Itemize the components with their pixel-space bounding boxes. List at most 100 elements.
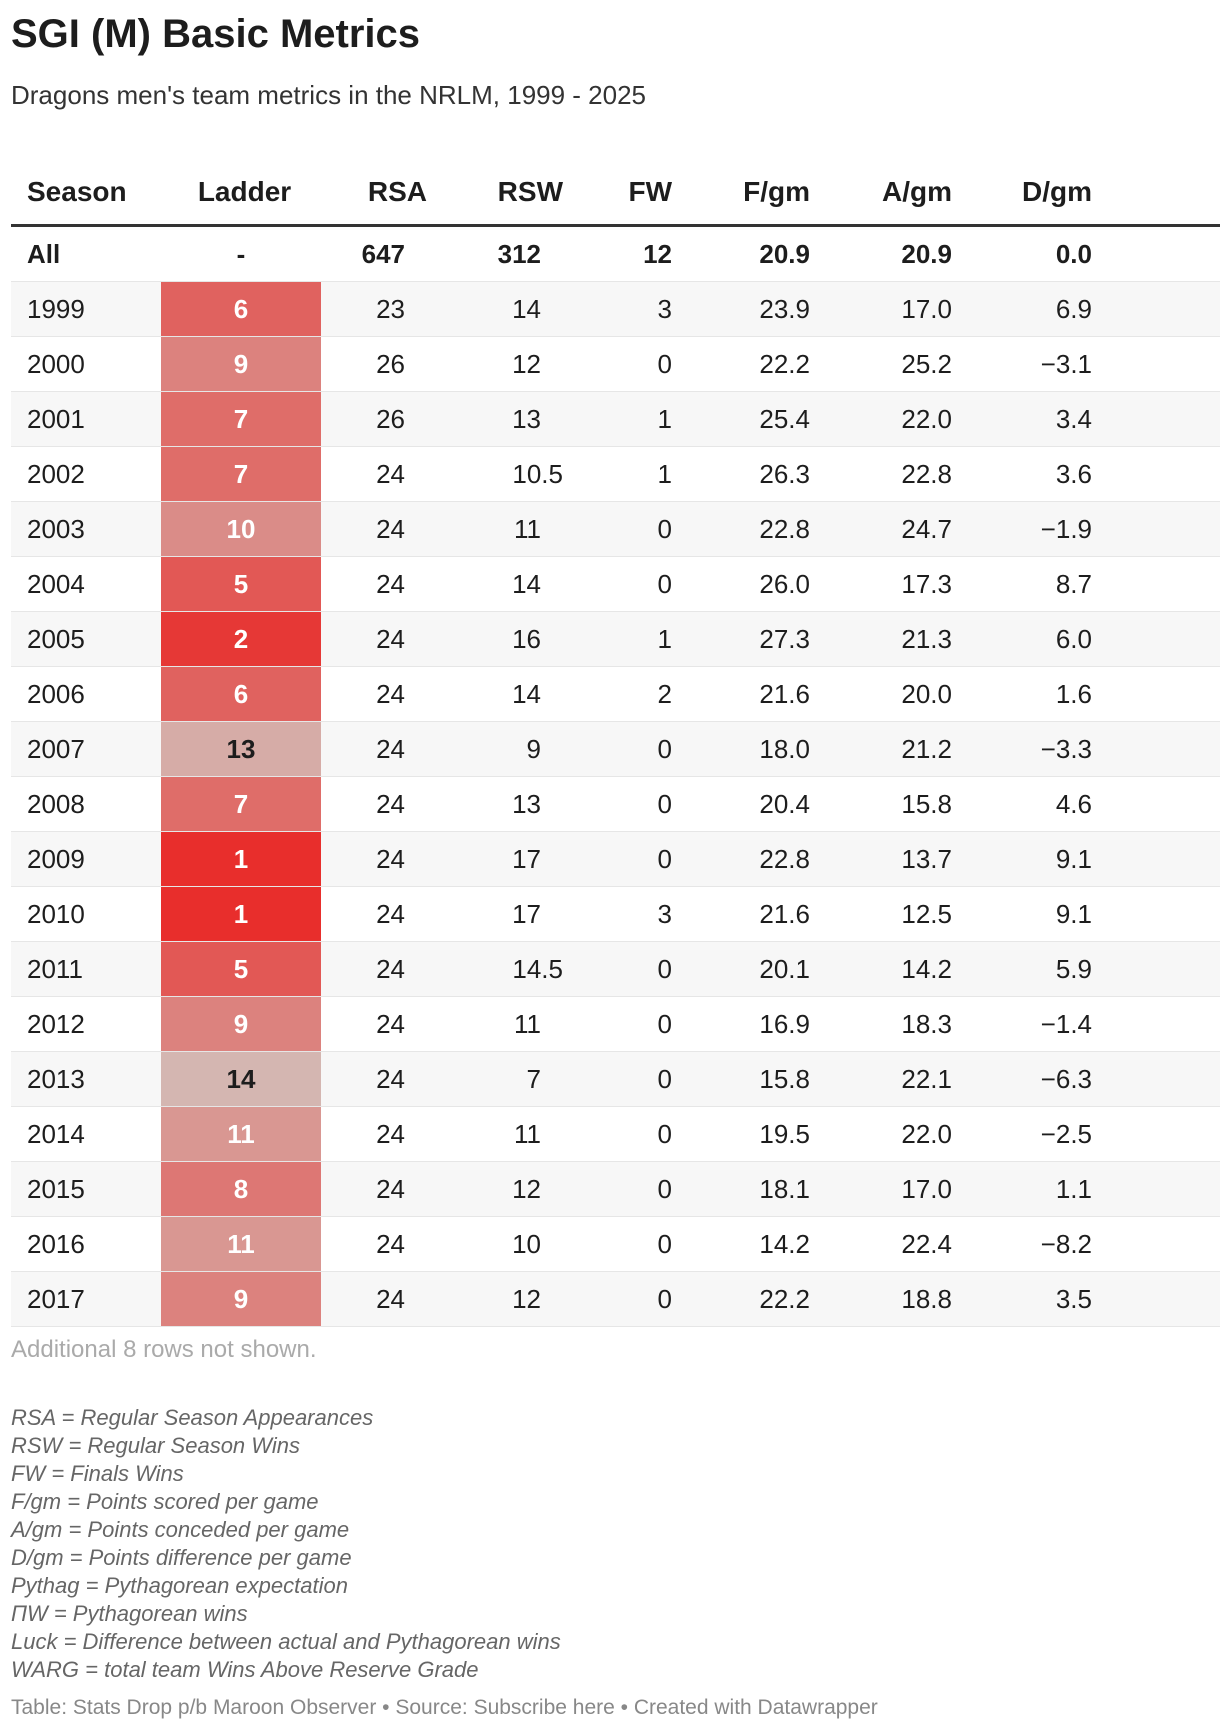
note: FW = Finals Wins [11, 1461, 184, 1486]
cell: 3.4 [961, 391, 1101, 447]
ladder-cell: 9 [161, 1271, 321, 1327]
cell: 26.3 [681, 446, 819, 502]
cell: 1 [572, 611, 681, 667]
cell: 0.5 [1101, 225, 1220, 282]
cell: 12.5 [819, 886, 961, 942]
cell: 0 [572, 996, 681, 1052]
ladder-cell: 6 [161, 666, 321, 722]
ladder-cell: 10 [161, 501, 321, 557]
cell: 3.6 [961, 446, 1101, 502]
cell: 22.8 [681, 831, 819, 887]
cell: 26 [321, 336, 436, 392]
cell: 2012 [11, 996, 161, 1052]
cell: 24 [321, 501, 436, 557]
cell: 10.5 [436, 446, 572, 502]
cell: 0.2 [1101, 1216, 1220, 1272]
cell: 2014 [11, 1106, 161, 1162]
cell: 24 [321, 721, 436, 777]
ladder-cell: 1 [161, 831, 321, 887]
cell: 20.1 [681, 941, 819, 997]
note: Pythag = Pythagorean expectation [11, 1573, 348, 1598]
ladder-cell: 9 [161, 996, 321, 1052]
cell: 0.5 [1101, 1271, 1220, 1327]
ladder-cell: 7 [161, 391, 321, 447]
ladder-cell: 9 [161, 336, 321, 392]
column-header: A/gm [819, 160, 961, 227]
cell: 2013 [11, 1051, 161, 1107]
column-header: RSW [436, 160, 572, 227]
cell: 0 [572, 501, 681, 557]
cell: 18.1 [681, 1161, 819, 1217]
cell: 0.4 [1101, 501, 1220, 557]
cell: 0.4 [1101, 336, 1220, 392]
cell: 11 [436, 996, 572, 1052]
cell: 0 [572, 721, 681, 777]
column-header: Ladder [161, 160, 321, 227]
cell: 3.5 [961, 1271, 1101, 1327]
cell: 0 [572, 1216, 681, 1272]
ladder-cell: 5 [161, 556, 321, 612]
cell: 27.3 [681, 611, 819, 667]
cell: 0.4 [1101, 1106, 1220, 1162]
cell: −6.3 [961, 1051, 1101, 1107]
column-header: Season [11, 160, 161, 227]
cell: 0.4 [1101, 721, 1220, 777]
note: D/gm = Points difference per game [11, 1545, 352, 1570]
cell: 21.6 [681, 666, 819, 722]
cell: −1.9 [961, 501, 1101, 557]
cell: 12 [572, 225, 681, 282]
ladder-cell: 5 [161, 941, 321, 997]
cell: 0.6 [1101, 281, 1220, 337]
note: WARG = total team Wins Above Reserve Gra… [11, 1657, 479, 1682]
cell: 1.1 [961, 1161, 1101, 1217]
cell: 0 [572, 831, 681, 887]
cell: 24 [321, 886, 436, 942]
cell: 2017 [11, 1271, 161, 1327]
cell: 8.7 [961, 556, 1101, 612]
cell: 0.5 [1101, 1161, 1220, 1217]
cell: 19.5 [681, 1106, 819, 1162]
cell: 0 [572, 1051, 681, 1107]
cell: 1.6 [961, 666, 1101, 722]
cell: 22.1 [819, 1051, 961, 1107]
cell: 0 [572, 776, 681, 832]
cell: 24 [321, 1271, 436, 1327]
cell: 5.9 [961, 941, 1101, 997]
ladder-cell: 1 [161, 886, 321, 942]
note: ΠW = Pythagorean wins [11, 1601, 248, 1626]
cell: 1999 [11, 281, 161, 337]
cell: 0 [572, 941, 681, 997]
cell: 14.5 [436, 941, 572, 997]
cell: 22.8 [681, 501, 819, 557]
cell: 22.4 [819, 1216, 961, 1272]
cell: 20.9 [681, 225, 819, 282]
cell: 0.3 [1101, 1051, 1220, 1107]
cell: 3 [572, 281, 681, 337]
cell: 0 [572, 1106, 681, 1162]
cell: 2010 [11, 886, 161, 942]
cell: 24 [321, 996, 436, 1052]
cell: 0.0 [961, 225, 1101, 282]
cell: 17.0 [819, 1161, 961, 1217]
cell: 3 [572, 886, 681, 942]
cell: 17 [436, 831, 572, 887]
cell: −8.2 [961, 1216, 1101, 1272]
table-body: All-6473121220.920.90.00.5199962314323.9… [11, 225, 1220, 1327]
note: Luck = Difference between actual and Pyt… [11, 1629, 561, 1654]
cell: 21.3 [819, 611, 961, 667]
column-header: FW [572, 160, 681, 227]
